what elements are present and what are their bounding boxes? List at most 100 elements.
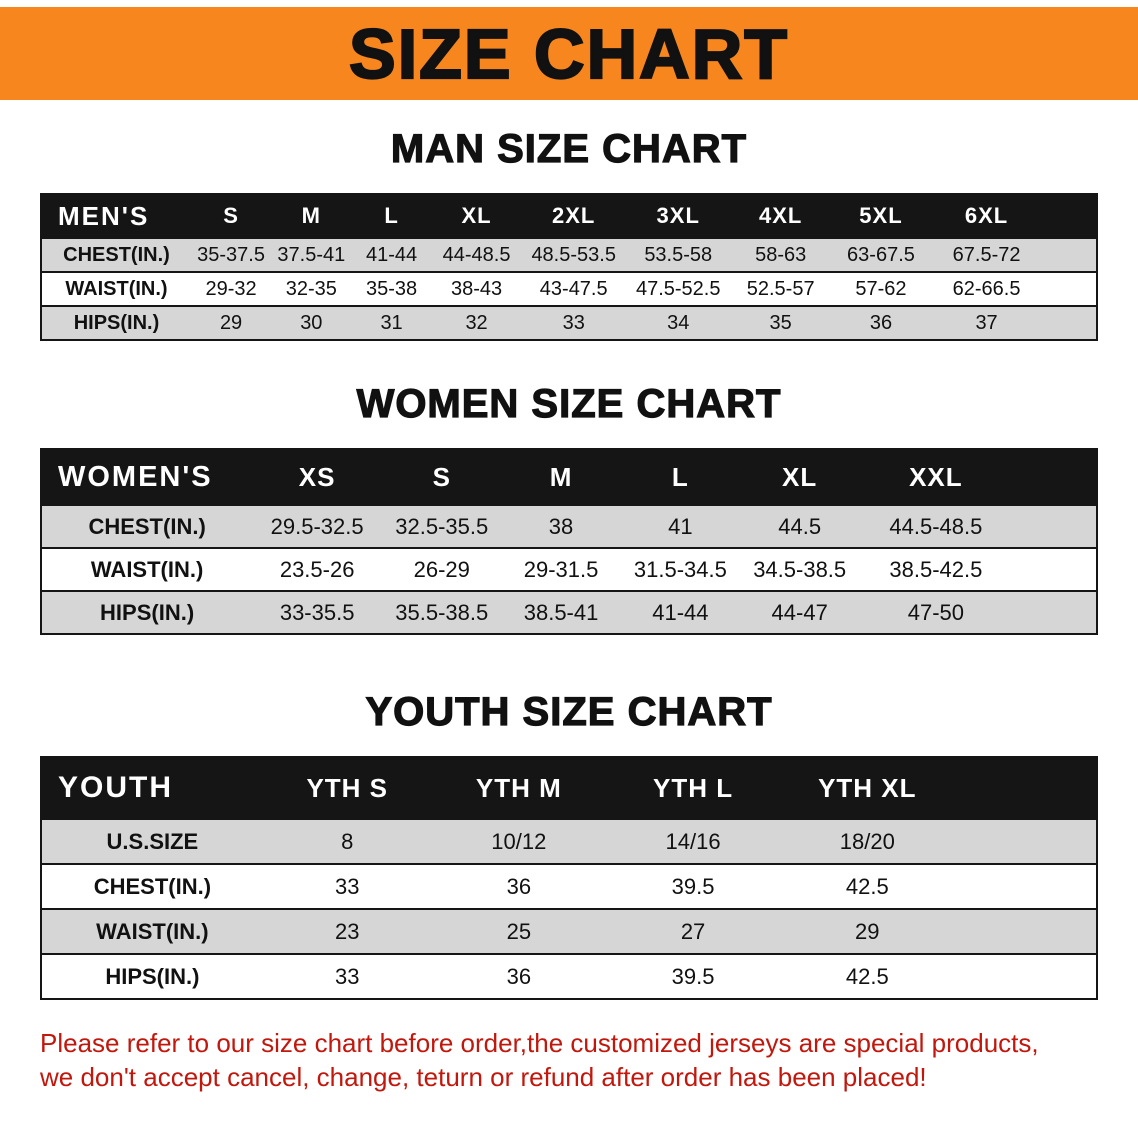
- value-cell: 18/20: [780, 819, 955, 864]
- size-header-cell: 6XL: [931, 194, 1042, 238]
- size-chart-page: SIZE CHART MAN SIZE CHART MEN'S S M L XL 2XL 3X…: [0, 7, 1138, 1095]
- value-cell: 38-43: [431, 272, 522, 306]
- value-cell: 43-47.5: [521, 272, 626, 306]
- value-cell: 47.5-52.5: [625, 272, 731, 306]
- filler-cell: [1042, 306, 1097, 340]
- women-header-row: WOMEN'S XS S M L XL XXL: [41, 449, 1097, 505]
- men-header-label: MEN'S: [41, 194, 191, 238]
- filler-cell: [1012, 449, 1097, 505]
- disclaimer-line-1: Please refer to our size chart before or…: [40, 1028, 1039, 1058]
- measurement-row: HIPS(IN.) 29 30 31 32 33 34 35 36 37: [41, 306, 1097, 340]
- row-label: WAIST(IN.): [41, 909, 263, 954]
- value-cell: 31.5-34.5: [620, 548, 741, 591]
- size-header-cell: 5XL: [830, 194, 932, 238]
- measurement-row: WAIST(IN.) 23.5-26 26-29 29-31.5 31.5-34.5 34…: [41, 548, 1097, 591]
- filler-cell: [1012, 548, 1097, 591]
- value-cell: 41-44: [620, 591, 741, 634]
- value-cell: 10/12: [431, 819, 606, 864]
- row-label: CHEST(IN.): [41, 864, 263, 909]
- size-header-cell: XL: [740, 449, 860, 505]
- value-cell: 26-29: [382, 548, 502, 591]
- value-cell: 63-67.5: [830, 238, 932, 272]
- size-header-cell: L: [620, 449, 741, 505]
- measurement-row: CHEST(IN.) 33 36 39.5 42.5: [41, 864, 1097, 909]
- value-cell: 44.5: [740, 505, 860, 548]
- value-cell: 58-63: [730, 238, 831, 272]
- men-size-section: MAN SIZE CHART MEN'S S M L XL 2XL 3XL 4XL 5XL 6XL C…: [0, 126, 1138, 341]
- value-cell: 33: [521, 306, 626, 340]
- disclaimer-note: Please refer to our size chart before or…: [40, 1026, 1118, 1095]
- women-size-table: WOMEN'S XS S M L XL XXL CHEST(IN.) 29.5-32.5 32.5…: [40, 448, 1098, 635]
- value-cell: 8: [262, 819, 432, 864]
- value-cell: 32.5-35.5: [382, 505, 502, 548]
- value-cell: 39.5: [605, 864, 781, 909]
- measurement-row: WAIST(IN.) 23 25 27 29: [41, 909, 1097, 954]
- filler-cell: [954, 864, 1097, 909]
- men-section-heading: MAN SIZE CHART: [390, 126, 748, 171]
- value-cell: 62-66.5: [931, 272, 1042, 306]
- youth-size-table: YOUTH YTH S YTH M YTH L YTH XL U.S.SIZE 8 10/12…: [40, 756, 1098, 1000]
- value-cell: 29: [190, 306, 272, 340]
- value-cell: 30: [271, 306, 352, 340]
- filler-cell: [954, 909, 1097, 954]
- value-cell: 44-47: [740, 591, 860, 634]
- filler-cell: [954, 819, 1097, 864]
- size-header-cell: M: [271, 194, 352, 238]
- value-cell: 27: [605, 909, 781, 954]
- value-cell: 35: [730, 306, 831, 340]
- row-label: HIPS(IN.): [41, 591, 253, 634]
- value-cell: 38.5-41: [501, 591, 621, 634]
- value-cell: 36: [431, 954, 606, 999]
- banner: SIZE CHART: [0, 7, 1138, 100]
- value-cell: 32-35: [271, 272, 352, 306]
- value-cell: 29-32: [190, 272, 272, 306]
- row-label: HIPS(IN.): [41, 954, 263, 999]
- filler-cell: [1012, 591, 1097, 634]
- filler-cell: [1012, 505, 1097, 548]
- women-header-label: WOMEN'S: [41, 449, 253, 505]
- value-cell: 36: [830, 306, 932, 340]
- youth-header-label: YOUTH: [41, 757, 263, 819]
- measurement-row: HIPS(IN.) 33-35.5 35.5-38.5 38.5-41 41-44 44-…: [41, 591, 1097, 634]
- size-header-cell: S: [382, 449, 502, 505]
- size-sections-container: MAN SIZE CHART MEN'S S M L XL 2XL 3XL 4XL 5XL 6XL C…: [0, 126, 1138, 1000]
- value-cell: 42.5: [780, 864, 955, 909]
- value-cell: 52.5-57: [730, 272, 831, 306]
- measurement-row: CHEST(IN.) 35-37.5 37.5-41 41-44 44-48.5 48.5…: [41, 238, 1097, 272]
- size-header-cell: XS: [252, 449, 383, 505]
- value-cell: 41-44: [351, 238, 432, 272]
- size-header-cell: YTH S: [262, 757, 432, 819]
- value-cell: 39.5: [605, 954, 781, 999]
- size-header-cell: 4XL: [730, 194, 831, 238]
- measurement-row: CHEST(IN.) 29.5-32.5 32.5-35.5 38 41 44.5 44.5…: [41, 505, 1097, 548]
- youth-size-section: YOUTH SIZE CHART YOUTH YTH S YTH M YTH L YTH …: [0, 689, 1138, 1000]
- size-header-cell: M: [501, 449, 621, 505]
- value-cell: 35-38: [351, 272, 432, 306]
- measurement-row: HIPS(IN.) 33 36 39.5 42.5: [41, 954, 1097, 999]
- value-cell: 29-31.5: [501, 548, 621, 591]
- value-cell: 38.5-42.5: [859, 548, 1013, 591]
- youth-header-row: YOUTH YTH S YTH M YTH L YTH XL: [41, 757, 1097, 819]
- page-title: SIZE CHART: [348, 14, 789, 93]
- value-cell: 44-48.5: [431, 238, 522, 272]
- measurement-row: WAIST(IN.) 29-32 32-35 35-38 38-43 43-47.5 47.…: [41, 272, 1097, 306]
- value-cell: 29: [780, 909, 955, 954]
- value-cell: 35.5-38.5: [382, 591, 502, 634]
- value-cell: 42.5: [780, 954, 955, 999]
- value-cell: 32: [431, 306, 522, 340]
- row-label: HIPS(IN.): [41, 306, 191, 340]
- value-cell: 35-37.5: [190, 238, 272, 272]
- value-cell: 33-35.5: [252, 591, 383, 634]
- men-header-row: MEN'S S M L XL 2XL 3XL 4XL 5XL 6XL: [41, 194, 1097, 238]
- value-cell: 14/16: [605, 819, 781, 864]
- size-header-cell: S: [190, 194, 272, 238]
- value-cell: 44.5-48.5: [859, 505, 1013, 548]
- row-label: U.S.SIZE: [41, 819, 263, 864]
- row-label: CHEST(IN.): [41, 505, 253, 548]
- men-size-table: MEN'S S M L XL 2XL 3XL 4XL 5XL 6XL CHEST(IN.) 35-37…: [40, 193, 1098, 341]
- value-cell: 41: [620, 505, 741, 548]
- youth-section-heading: YOUTH SIZE CHART: [365, 689, 773, 734]
- row-label: CHEST(IN.): [41, 238, 191, 272]
- size-header-cell: 2XL: [521, 194, 626, 238]
- filler-cell: [954, 954, 1097, 999]
